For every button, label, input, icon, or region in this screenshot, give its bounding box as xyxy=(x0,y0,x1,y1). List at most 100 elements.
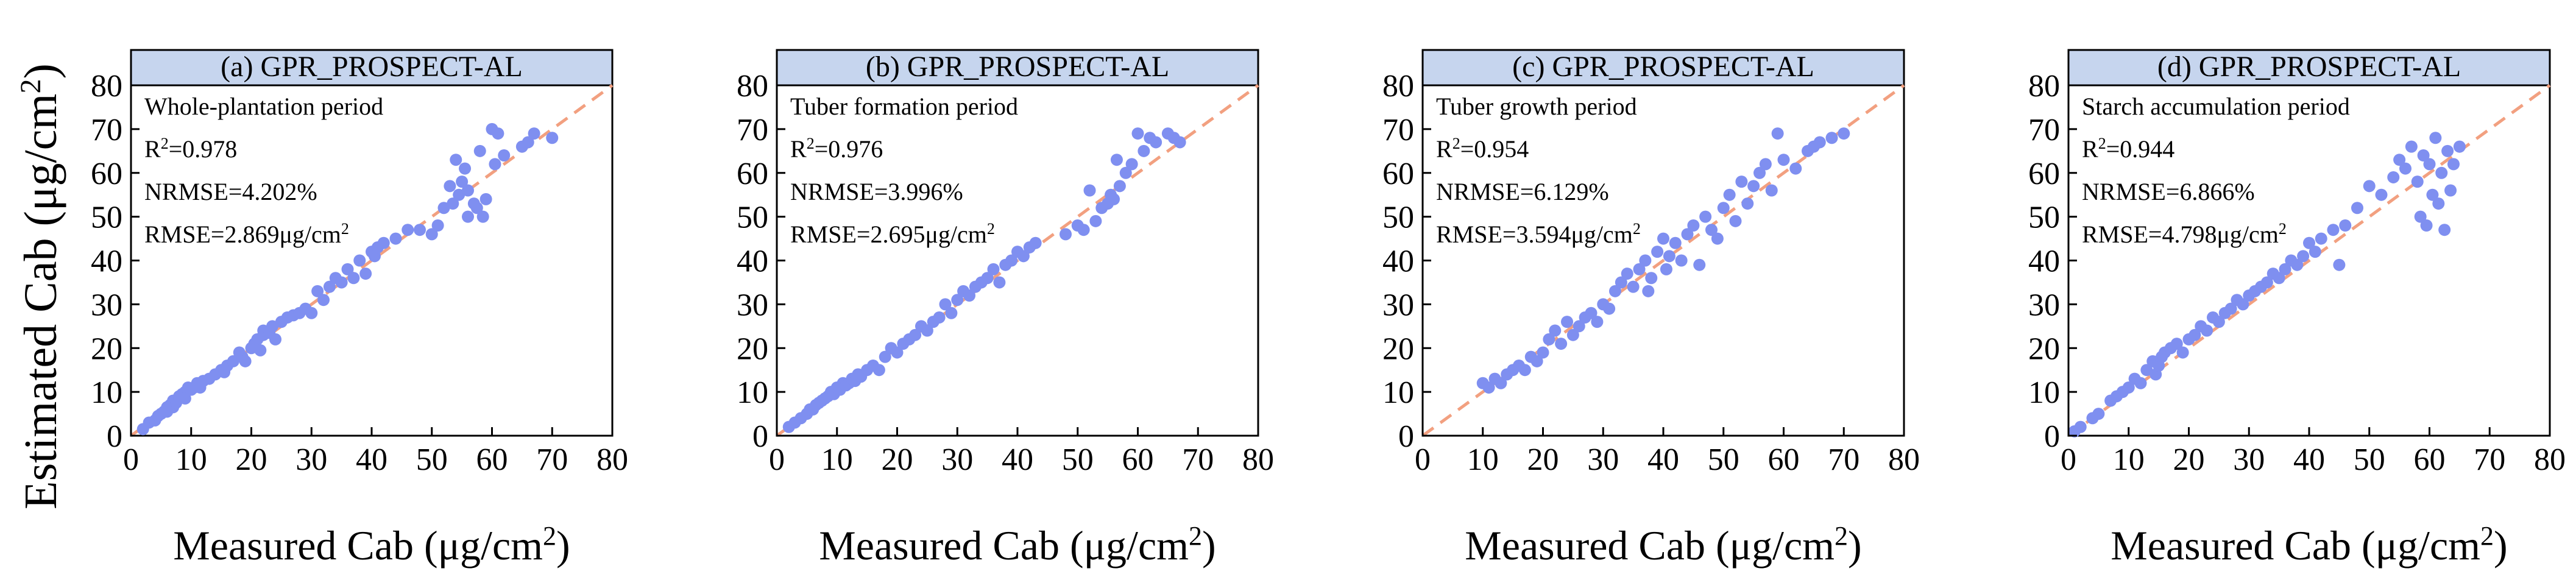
reference-line-1-1 xyxy=(2067,83,2551,438)
x-tick-label: 20 xyxy=(882,442,913,477)
data-point xyxy=(437,202,450,214)
data-point xyxy=(1813,136,1826,149)
x-tick-label: 70 xyxy=(2474,442,2505,477)
data-point xyxy=(1077,224,1090,236)
data-point xyxy=(1125,158,1138,171)
data-point xyxy=(311,285,324,297)
annotation-period: Tuber formation period xyxy=(790,93,1018,120)
data-point xyxy=(359,268,372,280)
data-point xyxy=(1657,232,1669,245)
x-tick-label: 10 xyxy=(2113,442,2145,477)
data-point xyxy=(254,344,267,356)
x-tick-label: 60 xyxy=(476,442,508,477)
y-tick-label: 10 xyxy=(91,375,122,410)
x-axis-title: Measured Cab (μg/cm2) xyxy=(2111,521,2507,569)
data-point xyxy=(1717,202,1730,214)
x-tick-label: 50 xyxy=(2354,442,2385,477)
y-tick-label: 10 xyxy=(2028,375,2060,410)
data-point xyxy=(2189,328,2201,341)
data-point xyxy=(2441,144,2454,157)
data-point xyxy=(1741,197,1754,210)
data-point xyxy=(2303,236,2315,249)
data-point xyxy=(453,188,465,201)
data-point xyxy=(522,136,534,149)
data-point xyxy=(2279,263,2291,275)
data-point xyxy=(2176,346,2189,359)
x-axis-title: Measured Cab (μg/cm2) xyxy=(1465,521,1861,569)
x-axis-title-superscript: 2 xyxy=(543,521,556,551)
x-tick-label: 10 xyxy=(821,442,853,477)
data-point xyxy=(1549,324,1562,337)
data-point xyxy=(476,210,489,223)
data-point xyxy=(389,232,402,245)
y-tick-label: 0 xyxy=(2044,419,2060,454)
x-axis-title-suffix: ) xyxy=(556,522,570,569)
x-tick-label: 0 xyxy=(2061,442,2076,477)
data-point xyxy=(1705,224,1718,236)
data-point xyxy=(2309,246,2321,258)
data-point xyxy=(2339,219,2352,232)
x-tick-label: 30 xyxy=(1587,442,1619,477)
data-point xyxy=(1633,263,1646,275)
data-point xyxy=(1669,236,1682,249)
data-point xyxy=(2393,154,2406,166)
data-point xyxy=(1573,320,1585,333)
r2-superscript: 2 xyxy=(1453,135,1460,152)
rmse-text: RMSE=2.695μg/cm xyxy=(790,221,987,248)
data-point xyxy=(1119,166,1132,179)
annotation-r2: R2=0.954 xyxy=(1436,135,1529,163)
data-point xyxy=(872,364,885,377)
data-point xyxy=(1131,127,1144,140)
data-point xyxy=(470,202,483,214)
annotation-nrmse: NRMSE=6.129% xyxy=(1436,178,1609,205)
data-point xyxy=(1173,136,1186,149)
data-point xyxy=(323,280,336,293)
data-point xyxy=(879,350,891,363)
data-point xyxy=(1005,254,1018,267)
data-point xyxy=(1615,276,1627,289)
r2-value: =0.978 xyxy=(169,135,238,163)
data-point xyxy=(2333,258,2346,271)
data-point xyxy=(450,154,462,166)
data-point xyxy=(1083,184,1096,197)
panel-a: (a) GPR_PROSPECT-AL0 10 20 30 40 50 60 70 800102… xyxy=(91,49,628,569)
y-tick-label: 30 xyxy=(737,288,768,322)
data-point xyxy=(1735,176,1748,188)
data-point xyxy=(1825,132,1838,144)
data-point xyxy=(1138,144,1150,157)
annotation-nrmse: NRMSE=6.866% xyxy=(2082,178,2255,205)
data-point xyxy=(939,298,952,311)
r2-superscript: 2 xyxy=(161,135,169,152)
x-tick-label: 10 xyxy=(175,442,207,477)
r2-label: R xyxy=(2082,135,2098,163)
data-point xyxy=(1561,316,1573,328)
r2-superscript: 2 xyxy=(2098,135,2106,152)
data-point xyxy=(1789,162,1802,175)
data-point xyxy=(2411,176,2424,188)
data-point xyxy=(1759,158,1772,171)
y-tick-label: 10 xyxy=(737,375,768,410)
x-axis-title-suffix: ) xyxy=(2494,522,2508,569)
y-tick-label: 20 xyxy=(91,332,122,366)
data-point xyxy=(1609,285,1621,297)
annotation-period: Whole-plantation period xyxy=(144,93,383,120)
data-point xyxy=(353,254,366,267)
data-point xyxy=(993,276,1006,289)
r2-value: =0.954 xyxy=(1460,135,1529,163)
data-point xyxy=(2140,364,2153,377)
x-tick-label: 70 xyxy=(536,442,568,477)
data-point xyxy=(1711,232,1724,245)
data-point xyxy=(2432,197,2445,210)
annotation-nrmse: NRMSE=3.996% xyxy=(790,178,963,205)
x-tick-label: 80 xyxy=(1242,442,1274,477)
data-point xyxy=(1693,258,1706,271)
panel-d: (d) GPR_PROSPECT-AL0 10 20 30 40 50 60 70 800102… xyxy=(2028,49,2566,569)
data-point xyxy=(2122,381,2135,394)
x-tick-label: 50 xyxy=(416,442,448,477)
data-point xyxy=(1543,333,1555,346)
data-point xyxy=(269,333,281,346)
data-point xyxy=(2074,420,2087,433)
annotation-r2: R2=0.976 xyxy=(790,135,883,163)
x-tick-label: 40 xyxy=(1647,442,1679,477)
x-tick-label: 70 xyxy=(1182,442,1214,477)
